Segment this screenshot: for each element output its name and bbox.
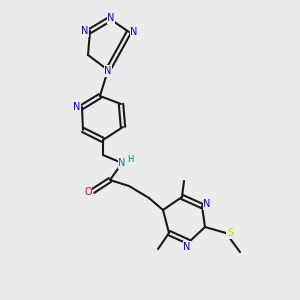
Text: H: H (127, 155, 133, 164)
Text: S: S (227, 228, 233, 238)
Text: N: N (81, 26, 89, 36)
Text: N: N (203, 199, 211, 209)
Text: N: N (104, 66, 112, 76)
Text: N: N (183, 242, 191, 252)
Text: N: N (107, 13, 115, 23)
Text: N: N (73, 102, 81, 112)
Text: N: N (118, 158, 126, 168)
Text: O: O (84, 187, 92, 197)
Text: N: N (130, 27, 138, 37)
